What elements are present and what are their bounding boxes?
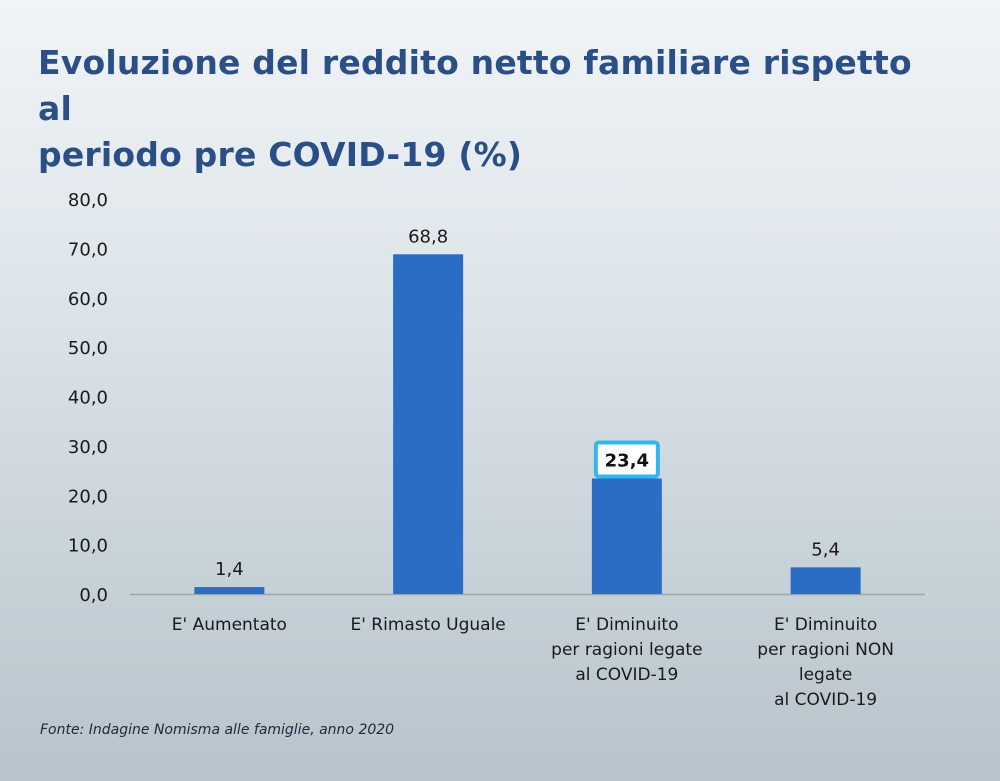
- x-tick-label: E' Rimasto Uguale: [350, 615, 505, 635]
- y-tick-label: 40,0: [68, 388, 108, 409]
- y-tick-label: 30,0: [68, 437, 108, 458]
- x-tick-label: al COVID-19: [774, 690, 877, 710]
- x-tick-label: al COVID-19: [575, 665, 678, 685]
- x-tick-label: per ragioni legate: [551, 640, 702, 660]
- chart-title-line-1: Evoluzione del reddito netto familiare r…: [38, 43, 912, 128]
- y-tick-label: 10,0: [68, 536, 108, 557]
- x-tick-label: E' Aumentato: [172, 615, 287, 635]
- highlighted-value-box: [593, 440, 660, 479]
- data-label: 5,4: [811, 539, 840, 560]
- data-label: 68,8: [408, 226, 448, 247]
- x-tick-label: E' Diminuito: [774, 615, 877, 635]
- data-label: 23,4: [605, 450, 649, 471]
- chart-title-line-2: periodo pre COVID-19 (%): [38, 135, 523, 174]
- data-label: 1,4: [215, 559, 244, 580]
- y-tick-label: 0,0: [79, 585, 108, 606]
- x-tick-label: per ragioni NON: [757, 640, 894, 660]
- y-tick-label: 20,0: [68, 486, 108, 507]
- chart-title: Evoluzione del reddito netto familiare r…: [38, 40, 938, 178]
- source-note: Fonte: Indagine Nomisma alle famiglie, a…: [40, 722, 395, 738]
- y-tick-label: 50,0: [68, 338, 108, 359]
- bar: [194, 587, 265, 594]
- bar: [591, 478, 662, 594]
- x-tick-label: E' Diminuito: [575, 615, 678, 635]
- y-tick-label: 80,0: [68, 190, 108, 211]
- y-tick-label: 70,0: [68, 239, 108, 260]
- bar: [790, 567, 861, 594]
- y-tick-label: 60,0: [68, 289, 108, 310]
- x-tick-label: legate: [799, 665, 853, 685]
- bar: [393, 254, 464, 595]
